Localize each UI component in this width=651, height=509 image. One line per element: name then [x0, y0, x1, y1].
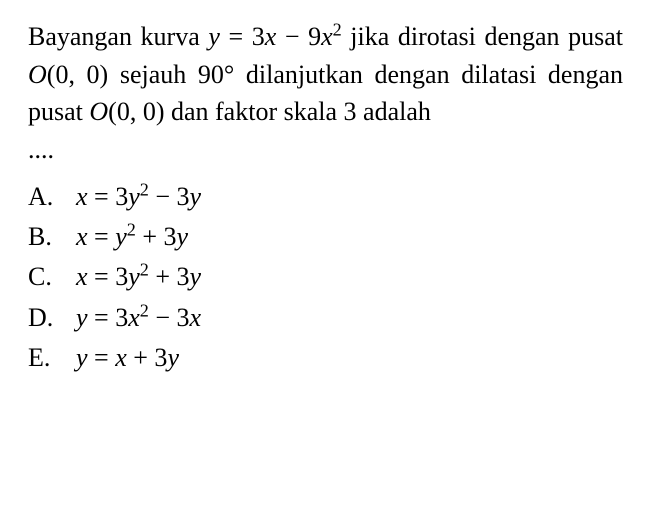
exponent: 2	[140, 179, 149, 199]
text: (0, 0) sejauh	[47, 60, 186, 89]
text: = 3	[88, 262, 129, 291]
var-O: O	[89, 97, 108, 126]
text: + 3	[127, 343, 168, 372]
text: − 9	[276, 22, 321, 51]
text: jika	[342, 22, 390, 51]
var-O: O	[28, 60, 47, 89]
option-d: D. y = 3x2 − 3x	[28, 298, 623, 338]
option-expression: x = y2 + 3y	[76, 217, 188, 257]
text: + 3	[136, 222, 177, 251]
var: y	[76, 303, 88, 332]
option-c: C. x = 3y2 + 3y	[28, 257, 623, 297]
exponent: 2	[127, 219, 136, 239]
option-expression: x = 3y2 − 3y	[76, 177, 201, 217]
var: y	[128, 182, 140, 211]
option-expression: x = 3y2 + 3y	[76, 257, 201, 297]
option-b: B. x = y2 + 3y	[28, 217, 623, 257]
var-x: x	[321, 22, 333, 51]
var: y	[167, 343, 179, 372]
ellipsis: ....	[28, 135, 54, 164]
var: y	[115, 222, 127, 251]
option-e: E. y = x + 3y	[28, 338, 623, 378]
option-label: E.	[28, 338, 76, 378]
option-a: A. x = 3y2 − 3y	[28, 177, 623, 217]
var: y	[190, 262, 202, 291]
var: x	[76, 182, 88, 211]
option-expression: y = 3x2 − 3x	[76, 298, 201, 338]
text: − 3	[149, 303, 190, 332]
text: Bayangan kurva	[28, 22, 208, 51]
text: (0, 0) dan faktor skala 3 adalah	[108, 97, 431, 126]
exponent: 2	[140, 260, 149, 280]
text: = 3	[88, 303, 129, 332]
option-label: C.	[28, 257, 76, 297]
var: y	[177, 222, 189, 251]
option-label: B.	[28, 217, 76, 257]
text: =	[88, 343, 116, 372]
var-y: y	[208, 22, 220, 51]
var: x	[190, 303, 202, 332]
var: y	[128, 262, 140, 291]
exponent: 2	[333, 19, 342, 39]
options-list: A. x = 3y2 − 3y B. x = y2 + 3y C. x = 3y…	[28, 177, 623, 378]
text: =	[88, 222, 116, 251]
var: x	[76, 222, 88, 251]
text: = 3	[88, 182, 129, 211]
text: + 3	[149, 262, 190, 291]
exponent: 2	[140, 300, 149, 320]
text: = 3	[220, 22, 265, 51]
var: y	[190, 182, 202, 211]
option-label: A.	[28, 177, 76, 217]
var: x	[76, 262, 88, 291]
option-expression: y = x + 3y	[76, 338, 179, 378]
option-label: D.	[28, 298, 76, 338]
text: 90° dilanjutkan dengan dilatasi dengan	[198, 60, 623, 89]
var: y	[76, 343, 88, 372]
text: − 3	[149, 182, 190, 211]
question-text: Bayangan kurva y = 3x − 9x2 jika dirotas…	[28, 18, 623, 169]
var: x	[115, 343, 127, 372]
text: pusat	[28, 97, 89, 126]
var-x: x	[265, 22, 277, 51]
text: dirotasi dengan pusat	[398, 22, 623, 51]
var: x	[128, 303, 140, 332]
